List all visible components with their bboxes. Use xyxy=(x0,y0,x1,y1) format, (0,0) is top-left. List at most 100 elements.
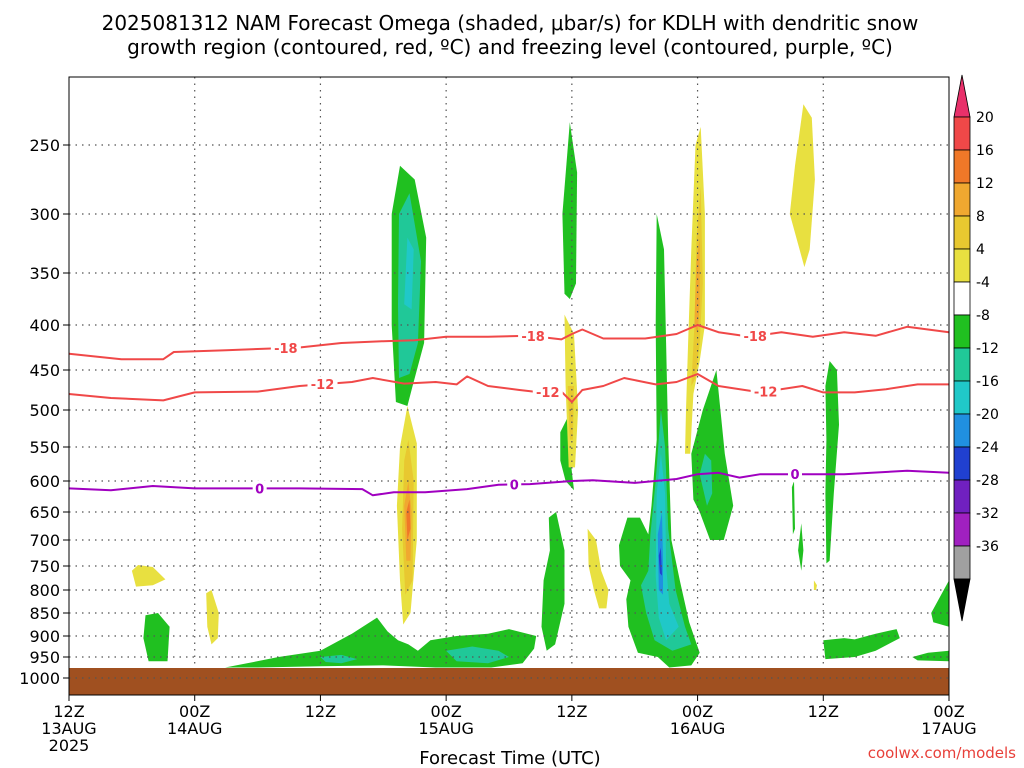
y-tick-label: 300 xyxy=(29,205,60,224)
colorbar-swatch xyxy=(953,182,971,217)
colorbar-swatch xyxy=(953,512,971,547)
y-tick-label: 700 xyxy=(29,531,60,550)
contour-label: -18 xyxy=(743,330,767,345)
omega-region-12 xyxy=(446,646,509,664)
omega-region-21 xyxy=(691,370,734,540)
y-tick-label: 500 xyxy=(29,401,60,420)
colorbar-swatch xyxy=(953,413,971,448)
omega-region-18 xyxy=(655,453,679,641)
x-tick-label: 16AUG xyxy=(670,719,725,738)
contour-label-bg xyxy=(740,327,771,344)
omega-region-34 xyxy=(931,580,949,627)
colorbar-tick-label: -32 xyxy=(976,506,999,522)
x-tick-label: 12Z xyxy=(808,702,839,721)
y-tick-label: 1000 xyxy=(19,669,60,688)
contour-label: -18 xyxy=(521,330,545,345)
y-tick-label: 650 xyxy=(29,503,60,522)
contour-label: -12 xyxy=(311,378,335,393)
colorbar-swatch xyxy=(953,347,971,382)
x-tick-label: 14AUG xyxy=(167,719,222,738)
colorbar-tick-label: -28 xyxy=(976,473,999,489)
omega-region-31 xyxy=(798,523,804,571)
colorbar: 20 16 12 8 4 -4 -8 -12 -16 -20 -24 -28 -32 -36 xyxy=(953,74,999,622)
x-tick-label: 2025 xyxy=(49,736,90,755)
x-tick-label: 00Z xyxy=(682,702,713,721)
colorbar-tick-label: 4 xyxy=(976,242,985,258)
below-ground-fill xyxy=(69,668,949,695)
y-axis: 250 300 350 400 450 500 550 600 650 700 750 800 850 9… xyxy=(19,136,69,688)
y-tick-label: 750 xyxy=(29,557,60,576)
colorbar-swatch xyxy=(953,479,971,514)
omega-region-6 xyxy=(406,499,411,540)
x-tick-label: 12Z xyxy=(305,702,336,721)
omega-region-14 xyxy=(560,417,574,491)
contour-label-bg xyxy=(532,384,563,401)
colorbar-tick-label: -24 xyxy=(976,440,999,456)
colorbar-tick-label: -16 xyxy=(976,374,999,390)
x-tick-label: 13AUG xyxy=(41,719,96,738)
y-tick-label: 950 xyxy=(29,648,60,667)
contour-label: -18 xyxy=(274,342,298,357)
contour-label: 0 xyxy=(790,468,799,483)
x-axis-label: Forecast Time (UTC) xyxy=(419,748,600,768)
colorbar-swatch xyxy=(953,281,971,316)
contour-label-bg xyxy=(307,376,338,393)
colorbar-tick-label: 16 xyxy=(976,143,994,159)
contour-label: -12 xyxy=(754,386,778,401)
y-tick-label: 250 xyxy=(29,136,60,155)
y-tick-label: 850 xyxy=(29,604,60,623)
chart-title-line-2: growth region (contoured, red, ºC) and f… xyxy=(127,35,893,59)
colorbar-top-triangle xyxy=(953,74,971,118)
contour--12-1 xyxy=(68,373,949,403)
y-tick-label: 550 xyxy=(29,438,60,457)
y-tick-label: 350 xyxy=(29,264,60,283)
colorbar-swatch xyxy=(953,446,971,481)
omega-region-9 xyxy=(143,613,170,662)
below-ground-layer xyxy=(69,668,949,695)
x-tick-label: 15AUG xyxy=(418,719,473,738)
colorbar-tick-label: 12 xyxy=(976,176,994,192)
omega-region-8 xyxy=(206,590,219,645)
credit-text: coolwx.com/models xyxy=(868,744,1016,762)
x-tick-label: 17AUG xyxy=(921,719,976,738)
x-tick-label: 00Z xyxy=(179,702,210,721)
omega-region-17 xyxy=(641,410,692,651)
omega-region-29 xyxy=(789,104,815,268)
contour-label: 0 xyxy=(510,478,519,493)
omega-region-13 xyxy=(562,122,578,299)
contour--18-0 xyxy=(68,324,950,361)
x-tick-label: 12Z xyxy=(53,702,84,721)
contour-label-bg xyxy=(518,328,549,345)
omega-region-32 xyxy=(823,629,900,660)
colorbar-swatch xyxy=(953,545,971,580)
omega-region-15 xyxy=(541,512,565,651)
x-tick-label: 00Z xyxy=(430,702,461,721)
chart-title-line-1: 2025081312 NAM Forecast Omega (shaded, μ… xyxy=(102,11,919,35)
colorbar-swatch xyxy=(953,116,971,151)
omega-region-35 xyxy=(791,481,795,535)
omega-region-33 xyxy=(912,650,949,662)
contour-label: 0 xyxy=(255,482,264,497)
colorbar-bottom-triangle xyxy=(953,578,971,622)
grid xyxy=(69,77,949,679)
colorbar-swatch xyxy=(953,215,971,250)
omega-region-22 xyxy=(699,453,713,506)
colorbar-swatch xyxy=(953,248,971,283)
y-tick-label: 600 xyxy=(29,472,60,491)
omega-region-7 xyxy=(131,565,166,587)
omega-region-2 xyxy=(404,237,414,310)
plot-frame xyxy=(68,76,950,696)
x-tick-label: 00Z xyxy=(933,702,964,721)
colorbar-tick-label: -20 xyxy=(976,407,999,423)
contour-lines: -18 -18 -18 -12 -12 -12 0 0 0 xyxy=(68,324,950,497)
omega-region-30 xyxy=(825,361,839,564)
colorbar-tick-label: -8 xyxy=(976,308,990,324)
contour-label-bg xyxy=(252,480,267,497)
omega-shading xyxy=(131,104,949,668)
colorbar-swatch xyxy=(953,149,971,184)
contour-label-bg xyxy=(270,340,301,357)
y-tick-label: 900 xyxy=(29,627,60,646)
omega-region-20 xyxy=(658,547,662,576)
